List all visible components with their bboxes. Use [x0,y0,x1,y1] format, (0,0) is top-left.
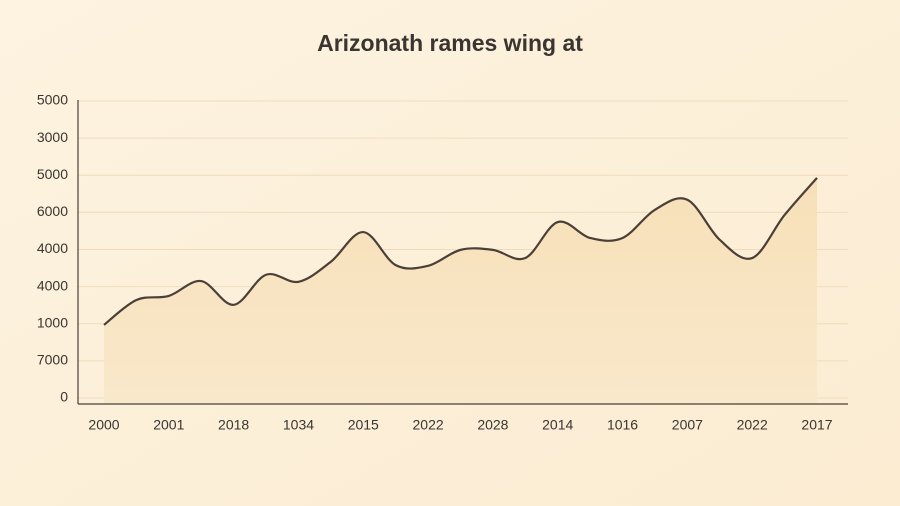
x-tick-label: 2018 [218,417,249,433]
area [104,177,817,404]
y-tick-label: 7000 [37,352,68,368]
plot-area [78,100,848,404]
y-tick-label: 0 [60,389,68,405]
x-tick-label: 1016 [607,417,638,433]
x-tick-label: 2007 [672,417,703,433]
x-tick-label: 2017 [801,417,832,433]
y-tick-label: 6000 [37,203,68,219]
x-tick-label: 2015 [348,417,379,433]
line [103,177,818,326]
y-tick-label: 4000 [37,240,68,256]
y-tick-label: 4000 [37,277,68,293]
x-tick-label: 1034 [283,417,314,433]
y-tick-label: 5000 [37,92,68,108]
chart-title: Arizonath rames wing at [317,30,583,56]
x-tick-label: 2001 [153,417,184,433]
y-tick-label: 1000 [37,314,68,330]
y-tick-label: 5000 [37,166,68,182]
x-tick-label: 2014 [542,417,573,433]
y-tick-label: 3000 [37,129,68,145]
x-tick-label: 2022 [737,417,768,433]
x-tick-label: 2000 [88,417,119,433]
x-tick-label: 2028 [477,417,508,433]
x-tick-label: 2022 [413,417,444,433]
